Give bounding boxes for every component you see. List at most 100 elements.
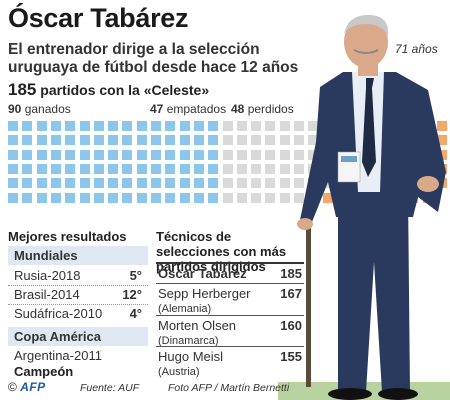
waffle-square-drawn xyxy=(308,121,319,131)
waffle-square-drawn xyxy=(222,178,233,189)
waffle-square-won xyxy=(79,163,90,174)
waffle-square-won xyxy=(65,192,76,203)
waffle-square-won xyxy=(208,178,219,189)
divider xyxy=(156,283,304,284)
waffle-square-won xyxy=(165,121,176,131)
waffle-square-won xyxy=(193,149,204,160)
waffle-square-won xyxy=(208,149,219,160)
drawn-text: empatados xyxy=(163,102,227,116)
waffle-square-lost xyxy=(437,121,447,131)
waffle-square-won xyxy=(8,121,18,131)
waffle-square-won xyxy=(151,163,161,174)
divider xyxy=(156,346,304,347)
waffle-square-won xyxy=(151,192,161,203)
tie xyxy=(362,78,376,177)
head xyxy=(344,16,388,68)
waffle-square-drawn xyxy=(236,121,247,131)
waffle-square-won xyxy=(208,135,219,146)
waffle-square-won xyxy=(79,121,90,131)
waffle-square-won xyxy=(36,121,47,131)
waffle-square-drawn xyxy=(265,178,276,189)
best-results-heading: Mejores resultados xyxy=(8,229,127,244)
waffle-square-won xyxy=(8,178,18,189)
waffle-square-drawn xyxy=(251,163,262,174)
waffle-square-won xyxy=(122,121,133,131)
drawn-number: 47 xyxy=(150,102,164,116)
coach-photo xyxy=(278,14,450,400)
waffle-square-won xyxy=(22,163,33,174)
cane xyxy=(306,222,311,387)
waffle-square-won xyxy=(65,163,76,174)
waffle-square-won xyxy=(151,121,161,131)
waffle-square-drawn xyxy=(236,149,247,160)
hair xyxy=(344,14,389,36)
coach-name: Sepp Herberger xyxy=(158,286,251,301)
won-text: ganados xyxy=(21,102,71,116)
source-credit: Fuente: AUF xyxy=(80,382,140,394)
waffle-square-drawn xyxy=(294,178,304,189)
afp-credit: © AFP xyxy=(8,380,46,394)
waffle-square-drawn xyxy=(294,163,304,174)
result-row: Brasil-2014 12° xyxy=(14,285,142,304)
waffle-square-won xyxy=(208,163,219,174)
waffle-square-drawn xyxy=(265,149,276,160)
waffle-square-drawn xyxy=(251,135,262,146)
waffle-square-drawn xyxy=(279,163,290,174)
won-number: 90 xyxy=(8,102,22,116)
games-total: 185 partidos con la «Celeste» xyxy=(8,80,209,100)
waffle-square-drawn xyxy=(265,163,276,174)
result-place: 12° xyxy=(122,287,142,302)
waffle-square-drawn xyxy=(251,178,262,189)
waffle-square-won xyxy=(122,149,133,160)
waffle-square-drawn xyxy=(294,135,304,146)
waffle-square-won xyxy=(36,163,47,174)
waffle-square-won xyxy=(93,149,104,160)
waffle-square-won xyxy=(50,192,61,203)
right-hand xyxy=(417,176,439,192)
result-place: 5° xyxy=(129,268,142,283)
games-total-number: 185 xyxy=(8,80,37,99)
waffle-square-won xyxy=(122,178,133,189)
waffle-square-won xyxy=(165,135,176,146)
waffle-square-won xyxy=(165,163,176,174)
right-shoe xyxy=(378,388,418,400)
waffle-square-won xyxy=(108,178,119,189)
age-label: 71 años xyxy=(395,42,438,56)
waffle-square-won xyxy=(136,149,147,160)
waffle-square-won xyxy=(122,192,133,203)
waffle-square-drawn xyxy=(222,149,233,160)
waffle-square-drawn xyxy=(236,135,247,146)
results-waffle-chart xyxy=(8,121,447,209)
waffle-square-drawn xyxy=(294,149,304,160)
waffle-square-lost xyxy=(437,135,447,146)
waffle-square-drawn xyxy=(279,121,290,131)
divider xyxy=(8,285,148,286)
waffle-square-drawn xyxy=(322,178,333,189)
waffle-square-drawn xyxy=(251,149,262,160)
waffle-square-won xyxy=(93,121,104,131)
waffle-square-won xyxy=(151,149,161,160)
waffle-square-won xyxy=(179,192,190,203)
waffle-square-won xyxy=(93,178,104,189)
waffle-square-won xyxy=(136,178,147,189)
waffle-square-drawn xyxy=(265,135,276,146)
photo-credit: Foto AFP / Martín Bernetti xyxy=(168,382,290,394)
waffle-square-drawn xyxy=(236,163,247,174)
waffle-square-drawn xyxy=(279,149,290,160)
waffle-square-won xyxy=(50,178,61,189)
waffle-square-won xyxy=(193,163,204,174)
waffle-square-drawn xyxy=(222,163,233,174)
waffle-square-drawn xyxy=(265,192,276,203)
waffle-square-drawn xyxy=(279,192,290,203)
waffle-square-drawn xyxy=(308,149,319,160)
coach-matches: 160 xyxy=(280,318,302,333)
waffle-square-won xyxy=(165,149,176,160)
result-row: Sudáfrica-2010 4° xyxy=(14,304,142,323)
waffle-square-won xyxy=(151,178,161,189)
copa-competition: Argentina-2011 xyxy=(14,348,102,363)
waffle-square-won xyxy=(93,135,104,146)
waffle-square-won xyxy=(36,149,47,160)
coach-name: Hugo Meisl xyxy=(158,349,224,364)
waffle-square-won xyxy=(79,178,90,189)
waffle-square-won xyxy=(8,149,18,160)
